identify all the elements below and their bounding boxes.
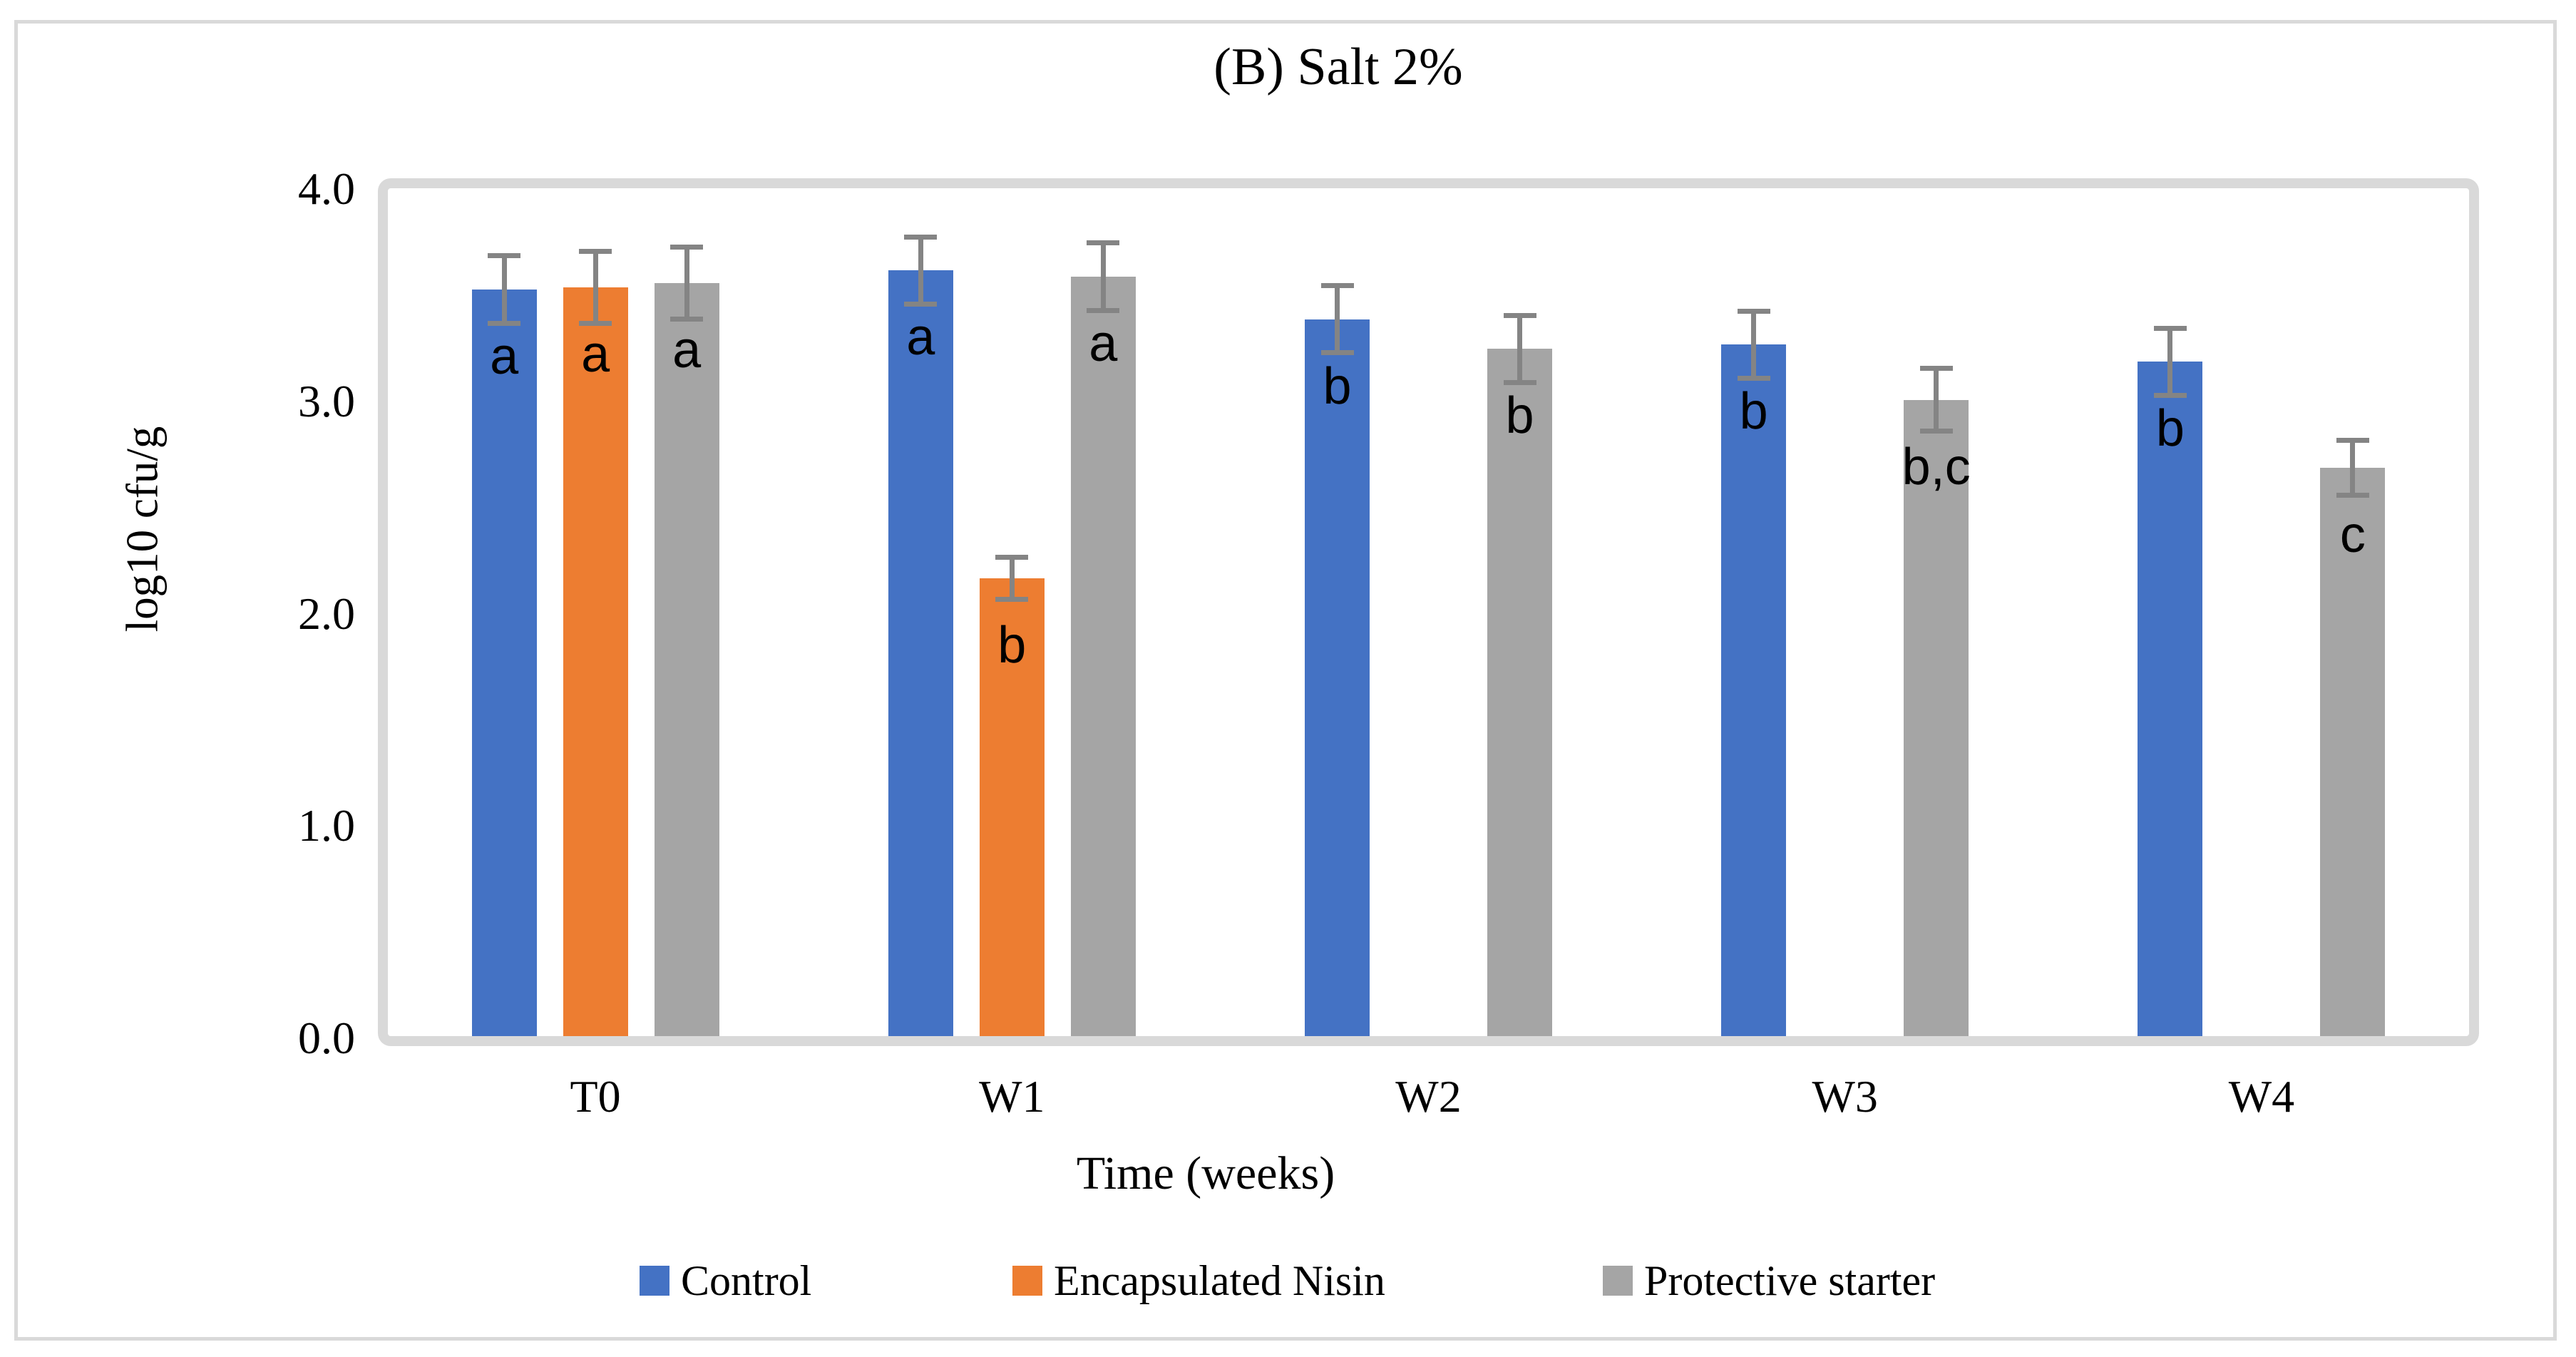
error-cap-top-protective-starter-W2: [1503, 312, 1536, 318]
error-cap-bottom-protective-starter-T0: [670, 316, 704, 322]
error-bar-protective-starter-T0: [684, 245, 689, 322]
sig-letter-control-W2: b: [1323, 357, 1352, 415]
sig-letter-encapsulated-nisin-T0: a: [581, 325, 610, 383]
error-cap-top-protective-starter-T0: [670, 245, 704, 250]
error-cap-top-encapsulated-nisin-W1: [995, 555, 1029, 560]
bar-protective-starter-W3: [1904, 399, 1969, 1042]
figure-outer-border: [14, 20, 2557, 1341]
bar-protective-starter-T0: [654, 282, 719, 1042]
error-cap-top-protective-starter-W1: [1087, 240, 1120, 246]
y-axis-title-text: log10 cfu/g: [117, 426, 168, 633]
error-cap-bottom-encapsulated-nisin-W1: [995, 596, 1029, 602]
bar-protective-starter-W1: [1070, 277, 1136, 1042]
error-cap-top-control-W4: [2153, 325, 2187, 331]
y-tick-label-3.0: 3.0: [298, 375, 355, 426]
error-bar-encapsulated-nisin-W1: [1009, 555, 1015, 602]
error-cap-top-control-T0: [488, 253, 521, 259]
chart-legend: Control Encapsulated Nisin Protective star…: [0, 1257, 2576, 1306]
sig-letter-encapsulated-nisin-W1: b: [997, 616, 1027, 674]
error-bar-protective-starter-W2: [1517, 312, 1522, 385]
sig-letter-control-W1: a: [906, 309, 935, 367]
sig-letter-protective-starter-W4: c: [2339, 506, 2366, 564]
sig-letter-control-W3: b: [1739, 383, 1768, 441]
error-cap-top-control-W3: [1737, 308, 1770, 314]
sig-letter-protective-starter-W1: a: [1089, 315, 1118, 373]
error-cap-bottom-protective-starter-W1: [1087, 307, 1120, 313]
y-tick-label-0.0: 0.0: [298, 1013, 355, 1063]
error-bar-control-W4: [2167, 325, 2173, 398]
y-tick-label-4.0: 4.0: [298, 163, 355, 214]
chart-title: (B) Salt 2%: [1213, 38, 1463, 96]
error-cap-top-control-W2: [1320, 282, 1354, 288]
error-cap-top-encapsulated-nisin-T0: [579, 249, 612, 255]
legend-label-encapsulated-nisin: Encapsulated Nisin: [1054, 1257, 1385, 1304]
legend-item-protective-starter: Protective starter: [1603, 1257, 1936, 1304]
bar-protective-starter-W2: [1487, 349, 1552, 1042]
error-cap-top-protective-starter-W3: [1919, 366, 1953, 372]
error-cap-bottom-protective-starter-W2: [1503, 379, 1536, 385]
legend-marker-control: [640, 1266, 669, 1296]
x-tick-label-W1: W1: [979, 1071, 1045, 1122]
sig-letter-protective-starter-W3: b,c: [1902, 438, 1971, 496]
bar-control-W2: [1305, 319, 1370, 1042]
x-tick-label-W3: W3: [1812, 1071, 1878, 1122]
bar-protective-starter-W4: [2320, 468, 2386, 1042]
x-tick-label-T0: T0: [570, 1071, 621, 1122]
bar-control-W3: [1721, 344, 1787, 1042]
sig-letter-protective-starter-T0: a: [672, 321, 702, 379]
error-bar-control-T0: [501, 253, 507, 326]
sig-letter-control-W4: b: [2155, 400, 2185, 458]
error-bar-encapsulated-nisin-T0: [592, 249, 598, 326]
error-cap-bottom-protective-starter-W3: [1919, 429, 1953, 434]
legend-item-control: Control: [640, 1257, 812, 1304]
y-tick-label-2.0: 2.0: [298, 588, 355, 639]
error-bar-control-W1: [918, 234, 923, 307]
error-bar-protective-starter-W3: [1934, 366, 1939, 434]
sig-letter-control-T0: a: [490, 327, 519, 385]
error-cap-bottom-encapsulated-nisin-T0: [579, 320, 612, 326]
bar-encapsulated-nisin-T0: [563, 287, 628, 1042]
error-cap-bottom-control-T0: [488, 320, 521, 326]
error-cap-bottom-control-W3: [1737, 375, 1770, 381]
error-cap-bottom-control-W2: [1320, 350, 1354, 356]
error-bar-control-W2: [1335, 282, 1340, 356]
legend-item-encapsulated-nisin: Encapsulated Nisin: [1012, 1257, 1385, 1304]
error-cap-bottom-control-W4: [2153, 392, 2187, 398]
x-tick-label-W4: W4: [2228, 1071, 2295, 1122]
error-cap-top-protective-starter-W4: [2336, 438, 2369, 444]
legend-marker-encapsulated-nisin: [1012, 1266, 1042, 1296]
bar-control-T0: [471, 289, 537, 1042]
error-cap-bottom-protective-starter-W4: [2336, 492, 2369, 498]
bar-control-W4: [2138, 362, 2203, 1042]
error-bar-protective-starter-W1: [1100, 240, 1106, 313]
bar-control-W1: [888, 270, 953, 1042]
error-bar-protective-starter-W4: [2350, 438, 2356, 498]
y-tick-label-1.0: 1.0: [298, 800, 355, 851]
legend-marker-protective-starter: [1603, 1266, 1633, 1296]
sig-letter-protective-starter-W2: b: [1505, 387, 1534, 445]
x-tick-label-W2: W2: [1395, 1071, 1462, 1122]
error-bar-control-W3: [1751, 308, 1757, 381]
legend-label-protective-starter: Protective starter: [1644, 1257, 1936, 1304]
x-axis-title: Time (weeks): [1076, 1147, 1335, 1199]
legend-label-control: Control: [681, 1257, 812, 1304]
error-cap-bottom-control-W1: [904, 301, 938, 307]
error-cap-top-control-W1: [904, 234, 938, 240]
bar-encapsulated-nisin-W1: [979, 578, 1045, 1042]
